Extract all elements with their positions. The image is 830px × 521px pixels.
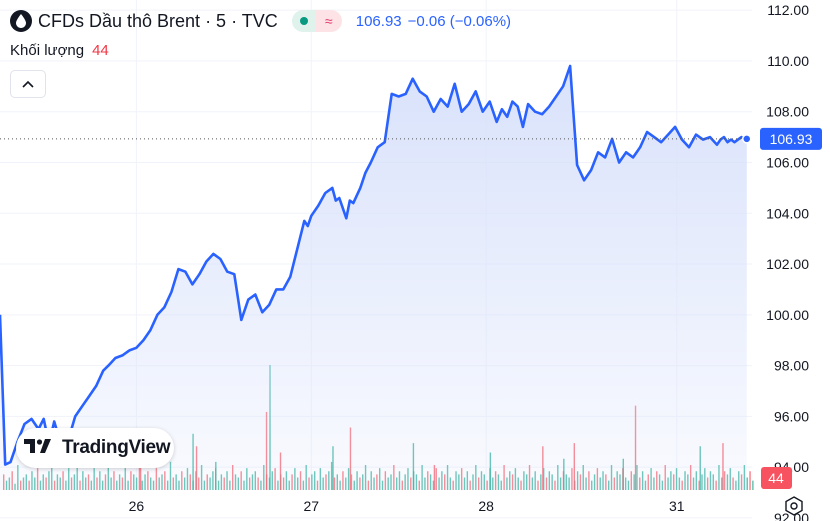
price-area bbox=[0, 66, 747, 490]
last-price-tag-text: 106.93 bbox=[770, 131, 813, 147]
symbol-title[interactable]: CFDs Dầu thô Brent · 5 · TVC bbox=[38, 10, 278, 31]
green-dot-icon bbox=[291, 10, 316, 32]
market-status[interactable]: ≈ bbox=[291, 10, 342, 32]
y-tick-label: 108.00 bbox=[766, 104, 809, 120]
x-tick-label: 27 bbox=[304, 498, 320, 514]
volume-value: 44 bbox=[92, 42, 109, 59]
volume-legend[interactable]: Khối lượng 44 bbox=[10, 42, 109, 59]
y-tick-label: 96.00 bbox=[774, 408, 809, 424]
volume-bar bbox=[752, 480, 754, 490]
y-tick-label: 102.00 bbox=[766, 256, 809, 272]
y-tick-label: 92.00 bbox=[774, 510, 809, 521]
tradingview-logo[interactable]: TradingView bbox=[16, 428, 174, 468]
drop-icon bbox=[10, 10, 32, 32]
y-tick-label: 98.00 bbox=[774, 358, 809, 374]
x-tick-label: 26 bbox=[129, 498, 145, 514]
volume-tag bbox=[761, 467, 792, 489]
price-change: −0.06 (−0.06%) bbox=[407, 12, 512, 30]
price-summary: 106.93 −0.06 (−0.06%) bbox=[356, 13, 511, 30]
collapse-legend-button[interactable] bbox=[10, 70, 46, 98]
volume-bar bbox=[749, 471, 751, 490]
volume-bar bbox=[746, 477, 748, 490]
last-price: 106.93 bbox=[355, 12, 402, 30]
last-price-dot bbox=[742, 134, 752, 144]
y-tick-label: 100.00 bbox=[766, 307, 809, 323]
price-line bbox=[0, 64, 748, 466]
y-tick-label: 112.00 bbox=[767, 2, 809, 18]
x-tick-label: 28 bbox=[478, 498, 494, 514]
x-tick-label: 31 bbox=[669, 498, 685, 514]
gear-icon[interactable] bbox=[784, 496, 804, 516]
tradingview-mark-icon bbox=[24, 437, 54, 460]
y-tick-label: 104.00 bbox=[766, 205, 809, 221]
approx-icon: ≈ bbox=[315, 10, 342, 32]
chevron-up-icon bbox=[22, 75, 34, 93]
logo-text: TradingView bbox=[62, 437, 171, 458]
volume-label: Khối lượng bbox=[10, 42, 85, 59]
volume-tag-text: 44 bbox=[768, 470, 784, 486]
last-price-tag bbox=[760, 127, 822, 150]
chart-header: CFDs Dầu thô Brent · 5 · TVC ≈ 106.93 −0… bbox=[10, 8, 511, 34]
y-tick-label: 110.00 bbox=[767, 53, 809, 69]
y-tick-label: 106.00 bbox=[766, 154, 809, 170]
